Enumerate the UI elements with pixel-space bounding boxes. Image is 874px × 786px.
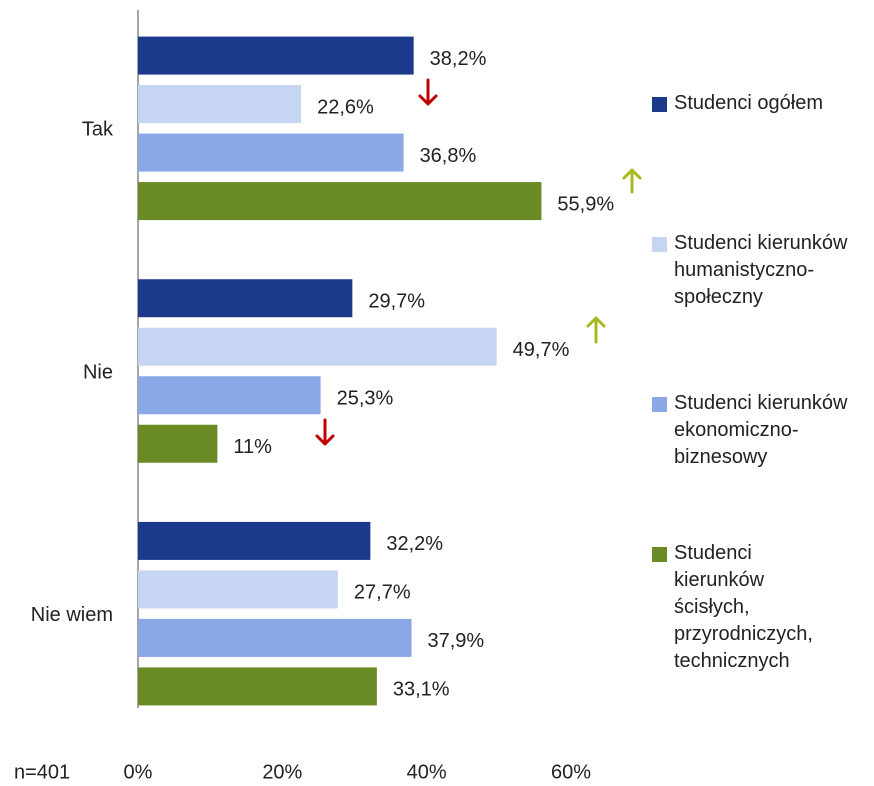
arrow-up xyxy=(586,316,606,344)
value-label: 55,9% xyxy=(557,193,614,215)
value-label: 37,9% xyxy=(428,630,485,652)
sample-size: n=401 xyxy=(14,761,70,783)
legend-label: Studenci kierunków ścisłych, przyrodnicz… xyxy=(674,542,813,672)
legend-item: Studenci kierunków ścisłych, przyrodnicz… xyxy=(652,540,874,675)
value-label: 38,2% xyxy=(430,48,487,70)
legend-item: Studenci kierunków ekonomiczno-biznesowy xyxy=(652,390,874,471)
arrow-up xyxy=(622,168,642,194)
value-label: 33,1% xyxy=(393,679,450,701)
legend-label: Studenci kierunków ekonomiczno-biznesowy xyxy=(674,392,848,468)
legend-swatch xyxy=(652,547,667,562)
y-tick-label: Nie xyxy=(83,361,113,383)
x-tick-label: 40% xyxy=(407,761,447,783)
x-tick-label: 20% xyxy=(262,761,302,783)
bar xyxy=(138,133,404,172)
legend-item: Studenci ogółem xyxy=(652,90,874,117)
bar xyxy=(138,618,412,657)
value-label: 27,7% xyxy=(354,582,411,604)
bar xyxy=(138,85,302,124)
bar xyxy=(138,376,321,415)
value-label: 11% xyxy=(233,436,272,458)
value-label: 49,7% xyxy=(513,339,570,361)
value-label: 22,6% xyxy=(317,96,374,118)
bar xyxy=(138,182,542,221)
bar xyxy=(138,667,377,706)
legend-label: Studenci kierunków humanistyczno-społecz… xyxy=(674,232,848,308)
value-label: 29,7% xyxy=(368,291,425,313)
value-label: 32,2% xyxy=(386,533,443,555)
bar xyxy=(138,424,218,463)
legend-swatch xyxy=(652,237,667,252)
x-tick-label: 0% xyxy=(124,761,153,783)
bar xyxy=(138,36,414,75)
bar xyxy=(138,327,497,366)
legend-label: Studenci ogółem xyxy=(674,92,823,114)
arrow-down xyxy=(418,78,438,106)
value-label: 25,3% xyxy=(337,388,394,410)
legend-swatch xyxy=(652,397,667,412)
legend-swatch xyxy=(652,97,667,112)
value-label: 36,8% xyxy=(420,145,477,167)
bar xyxy=(138,570,338,609)
y-tick-label: Tak xyxy=(82,119,114,141)
x-tick-label: 60% xyxy=(551,761,591,783)
arrow-down xyxy=(315,418,335,446)
bar xyxy=(138,279,353,318)
legend-item: Studenci kierunków humanistyczno-społecz… xyxy=(652,230,874,311)
bar xyxy=(138,521,371,560)
y-tick-label: Nie wiem xyxy=(31,604,113,626)
